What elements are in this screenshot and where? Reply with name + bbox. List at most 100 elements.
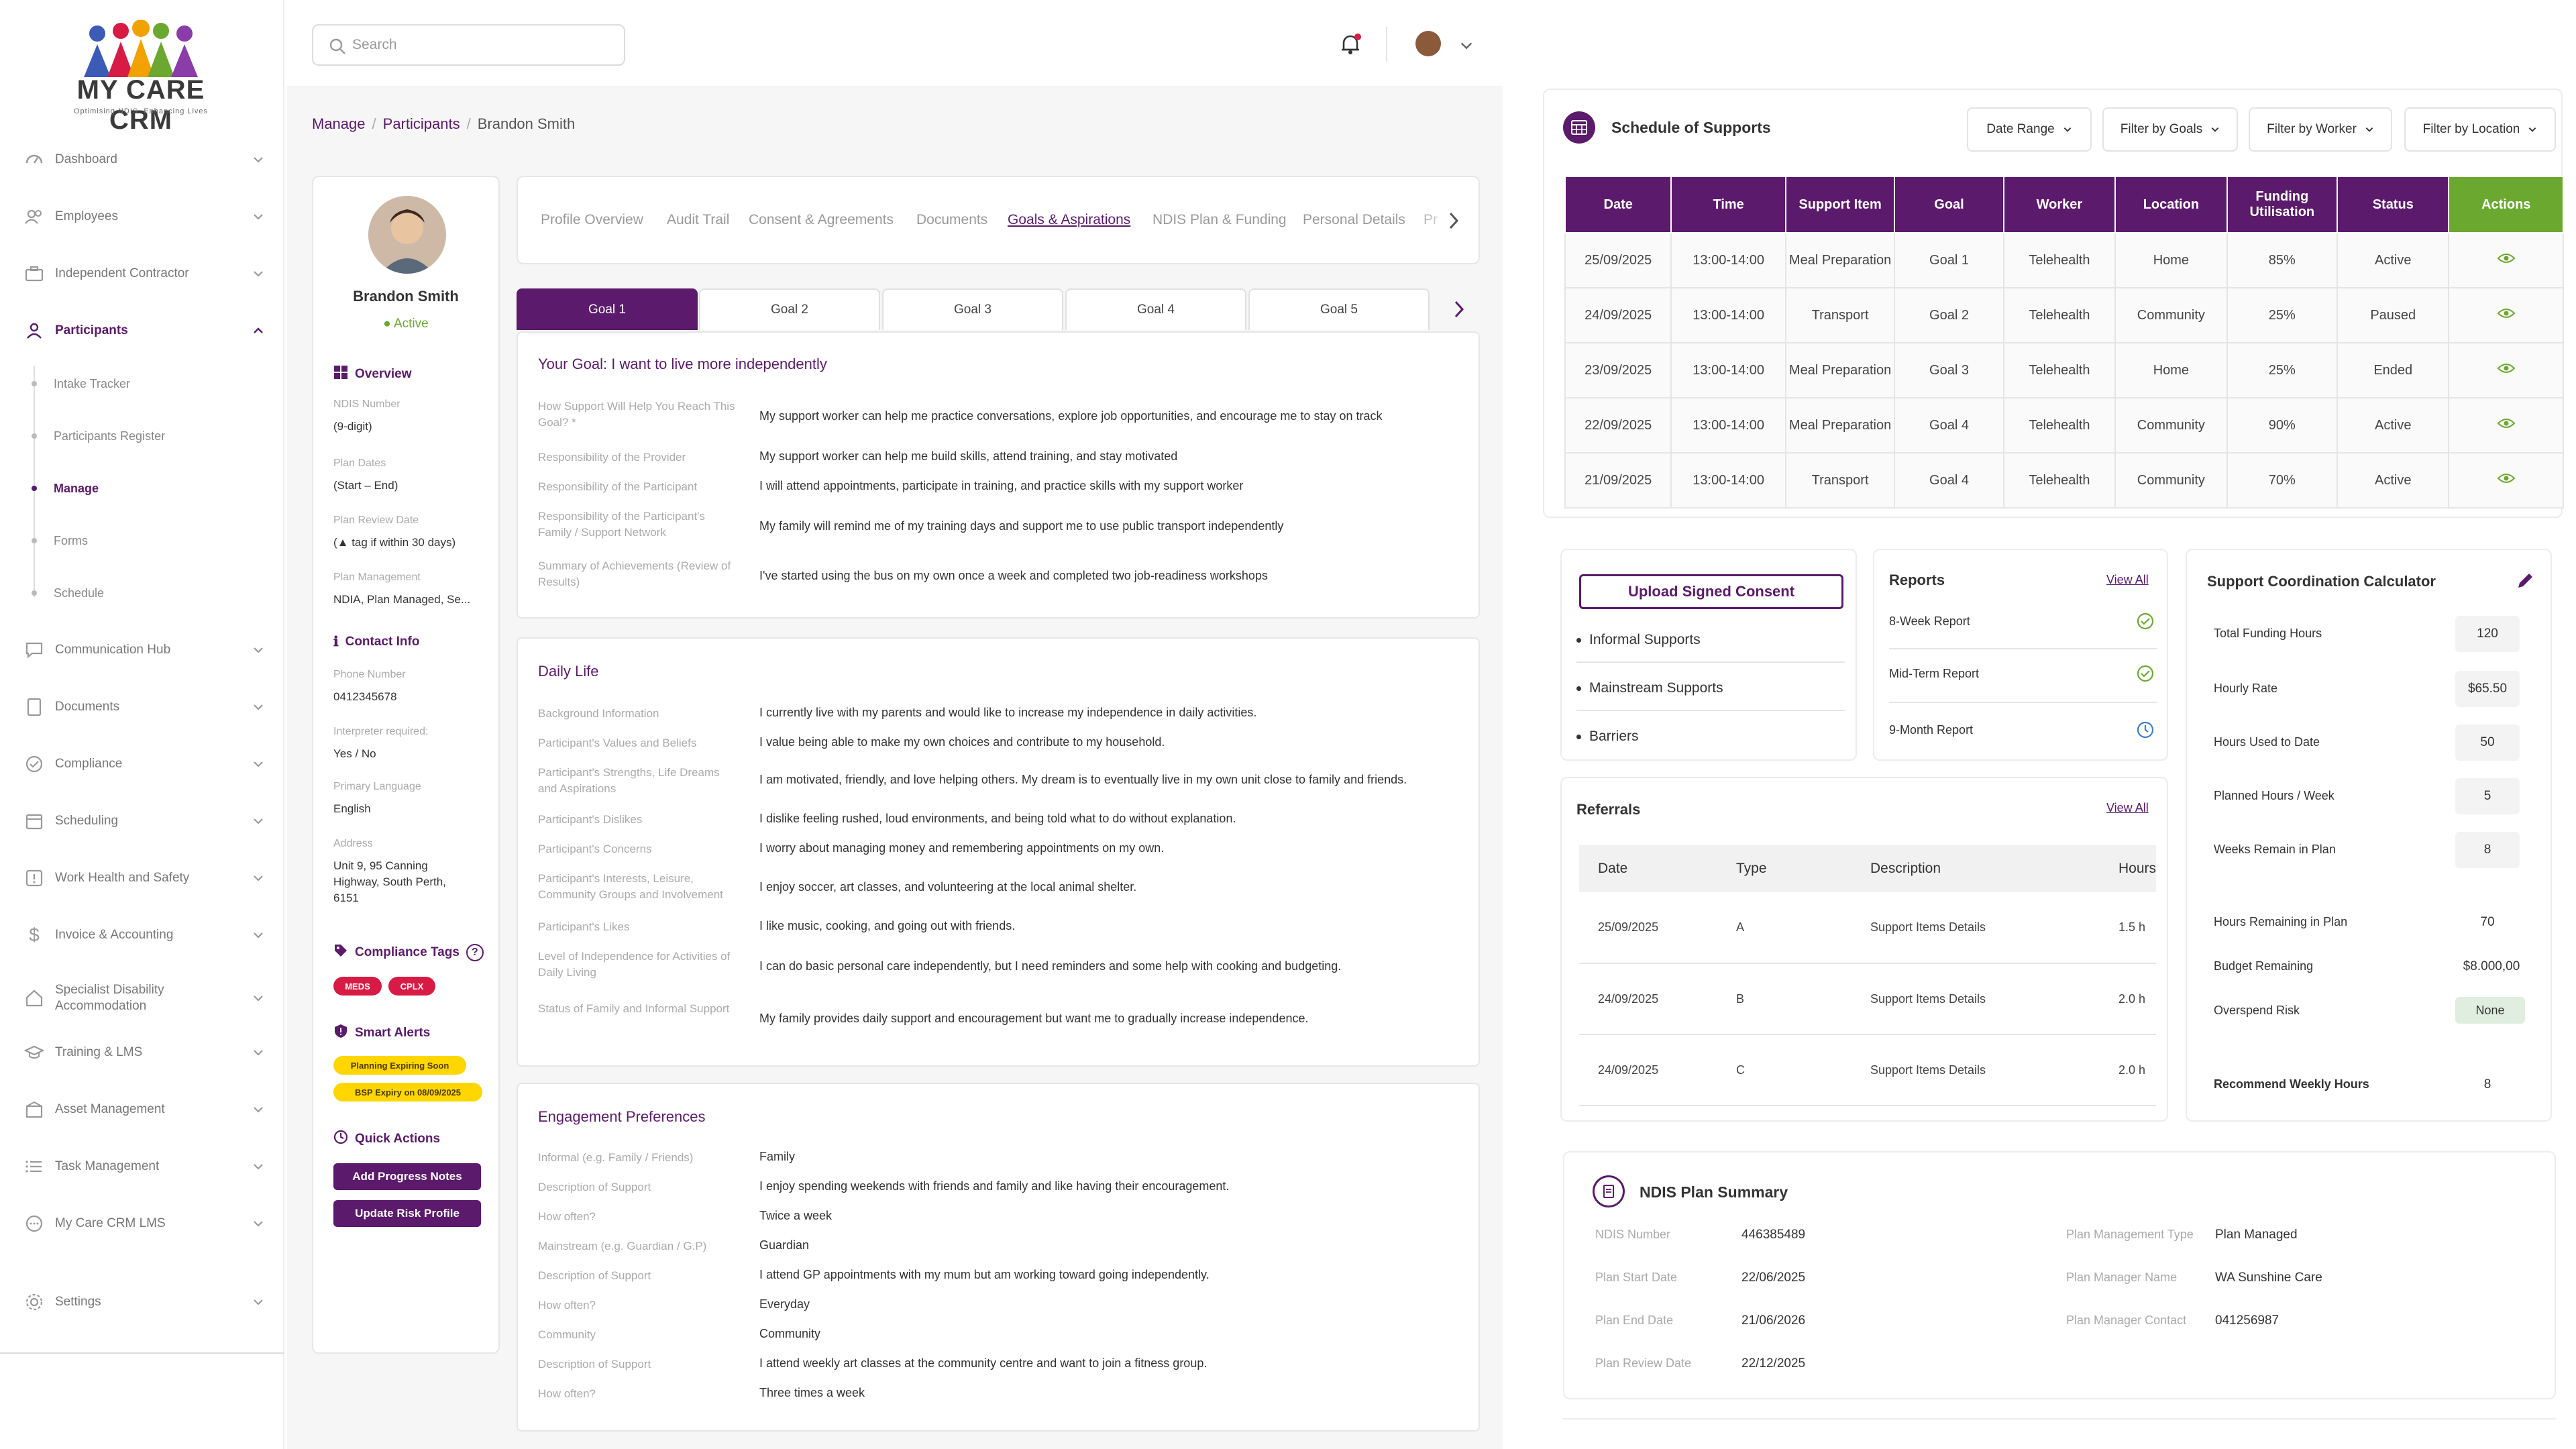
user-avatar[interactable] — [1415, 31, 1441, 56]
notification-bell-icon[interactable] — [1337, 31, 1364, 61]
cell-date: 24/09/2025 — [1579, 1034, 1717, 1106]
breadcrumb-participants[interactable]: Participants — [382, 115, 460, 132]
chevron-down-icon[interactable] — [1459, 38, 1474, 53]
daily-row-label: Background Information — [538, 707, 659, 720]
worker-filter[interactable]: Filter by Worker — [2249, 107, 2392, 152]
goal-tab-1[interactable]: Goal 1 — [517, 288, 698, 330]
ndis-label: Plan Management Type — [2066, 1228, 2194, 1241]
sidebar-item-my-care-crm-lms[interactable]: My Care CRM LMS — [23, 1207, 264, 1240]
sidebar-item-participants[interactable]: Participants — [23, 314, 264, 347]
tab-consent-agreements[interactable]: Consent & Agreements — [749, 212, 894, 227]
table-row[interactable]: 24/09/2025 C Support Items Details 2.0 h — [1579, 1034, 2156, 1106]
ndis-value: 22/12/2025 — [1741, 1356, 1806, 1371]
cell-location: Home — [2114, 232, 2228, 288]
location-filter[interactable]: Filter by Location — [2404, 107, 2556, 152]
tab-goals-aspirations[interactable]: Goals & Aspirations — [1008, 212, 1131, 227]
tab-profile-overview[interactable]: Profile Overview — [541, 212, 643, 227]
goal-tab-5[interactable]: Goal 5 — [1248, 288, 1430, 330]
eng-row-value: Three times a week — [759, 1386, 865, 1399]
view-eye-icon[interactable] — [2497, 252, 2516, 265]
table-row[interactable]: 25/09/2025 A Support Items Details 1.5 h — [1579, 892, 2156, 964]
add-progress-notes-button[interactable]: Add Progress Notes — [333, 1163, 481, 1190]
subnav-schedule[interactable]: Schedule — [54, 586, 105, 600]
sidebar-item-independent-contractor[interactable]: Independent Contractor — [23, 257, 264, 290]
tab-audit-trail[interactable]: Audit Trail — [667, 212, 730, 227]
edit-pencil-icon[interactable] — [2514, 570, 2536, 592]
ndis-summary-title: NDIS Plan Summary — [1640, 1183, 1788, 1201]
table-row[interactable]: 24/09/2025 B Support Items Details 2.0 h — [1579, 963, 2156, 1035]
chevron-right-icon[interactable] — [1449, 299, 1469, 319]
chevron-right-icon[interactable] — [1444, 211, 1464, 231]
search-input[interactable]: Search — [312, 24, 625, 66]
search-icon — [329, 38, 345, 54]
col-type: Type — [1717, 845, 1851, 892]
sidebar-item-settings[interactable]: Settings — [23, 1285, 264, 1319]
calc-value[interactable]: 5 — [2455, 778, 2520, 814]
sidebar-item-specialist-disability-accommodation[interactable]: Specialist Disability Accommodation — [23, 978, 264, 1018]
sidebar-item-training-lms[interactable]: Training & LMS — [23, 1036, 264, 1069]
eng-row-value: Family — [759, 1150, 795, 1163]
daily-row-value: I am motivated, friendly, and love helpi… — [759, 773, 1407, 786]
sidebar-item-label: Scheduling — [55, 814, 119, 828]
divider — [1386, 27, 1387, 62]
subnav-intake-tracker[interactable]: Intake Tracker — [54, 377, 131, 390]
reports-view-all-link[interactable]: View All — [2106, 573, 2149, 586]
referrals-view-all-link[interactable]: View All — [2106, 801, 2149, 814]
cell-status: Active — [2337, 232, 2450, 288]
consent-item[interactable]: Mainstream Supports — [1576, 680, 1843, 696]
sidebar-item-task-management[interactable]: Task Management — [23, 1150, 264, 1183]
cell-date: 22/09/2025 — [1564, 397, 1672, 453]
goals-filter[interactable]: Filter by Goals — [2102, 107, 2238, 152]
view-eye-icon[interactable] — [2497, 362, 2516, 375]
goal-tab-4[interactable]: Goal 4 — [1065, 288, 1246, 330]
calc-value[interactable]: $65.50 — [2455, 671, 2520, 707]
date-range-filter[interactable]: Date Range — [1967, 107, 2092, 152]
tab-documents[interactable]: Documents — [916, 212, 988, 227]
subnav-dot — [32, 381, 37, 386]
eng-row-value: Guardian — [759, 1238, 810, 1252]
consent-item[interactable]: Informal Supports — [1576, 632, 1843, 648]
subnav-forms[interactable]: Forms — [54, 534, 88, 547]
goal-tab-2[interactable]: Goal 2 — [699, 288, 880, 330]
alert-planning-expiring[interactable]: Planning Expiring Soon — [333, 1056, 466, 1075]
consent-item[interactable]: Barriers — [1576, 729, 1843, 745]
ndis-label: Plan Manager Contact — [2066, 1313, 2187, 1327]
view-eye-icon[interactable] — [2497, 307, 2516, 320]
tag-meds[interactable]: MEDS — [333, 977, 382, 996]
tag-cplx[interactable]: CPLX — [388, 977, 435, 996]
view-eye-icon[interactable] — [2497, 472, 2516, 485]
calc-value[interactable]: 8 — [2455, 832, 2520, 868]
report-item[interactable]: 8-Week Report — [1889, 614, 1970, 628]
app-logo[interactable]: MY CARE CRM Optimising NDIS. Enhancing L… — [50, 19, 231, 135]
sidebar-item-work-health-safety[interactable]: Work Health and Safety — [23, 861, 264, 895]
goal-tab-3[interactable]: Goal 3 — [882, 288, 1063, 330]
divider — [1576, 661, 1845, 663]
sidebar-item-employees[interactable]: Employees — [23, 200, 264, 233]
eng-row-label: Description of Support — [538, 1269, 651, 1282]
sidebar-item-scheduling[interactable]: Scheduling — [23, 804, 264, 838]
sidebar-item-documents[interactable]: Documents — [23, 690, 264, 724]
calc-value[interactable]: 50 — [2455, 724, 2520, 761]
report-item[interactable]: Mid-Term Report — [1889, 667, 1980, 680]
upload-signed-consent-button[interactable]: Upload Signed Consent — [1579, 574, 1843, 609]
update-risk-profile-button[interactable]: Update Risk Profile — [333, 1200, 481, 1227]
subnav-participants-register[interactable]: Participants Register — [54, 429, 166, 443]
sidebar-item-invoice-accounting[interactable]: $ Invoice & Accounting — [23, 918, 264, 952]
calc-value[interactable]: 120 — [2455, 616, 2520, 652]
subnav-manage[interactable]: Manage — [54, 482, 99, 495]
cell-time: 13:00-14:00 — [1670, 232, 1786, 288]
sidebar-item-communication-hub[interactable]: Communication Hub — [23, 633, 264, 667]
cell-date: 25/09/2025 — [1564, 232, 1672, 288]
tab-personal-details[interactable]: Personal Details — [1303, 212, 1405, 227]
subnav-dot — [32, 538, 37, 543]
sidebar-item-compliance[interactable]: Compliance — [23, 747, 264, 781]
cell-date: 21/09/2025 — [1564, 452, 1672, 508]
tab-ndis-plan-funding[interactable]: NDIS Plan & Funding — [1152, 212, 1287, 227]
sidebar-item-dashboard[interactable]: Dashboard — [23, 143, 264, 176]
alert-bsp-expiry[interactable]: BSP Expiry on 08/09/2025 — [333, 1083, 482, 1102]
report-item[interactable]: 9-Month Report — [1889, 723, 1974, 737]
view-eye-icon[interactable] — [2497, 417, 2516, 430]
sidebar-item-asset-management[interactable]: Asset Management — [23, 1093, 264, 1126]
referrals-card: Referrals View All Date Type Description… — [1560, 777, 2168, 1122]
breadcrumb-manage[interactable]: Manage — [312, 115, 366, 132]
